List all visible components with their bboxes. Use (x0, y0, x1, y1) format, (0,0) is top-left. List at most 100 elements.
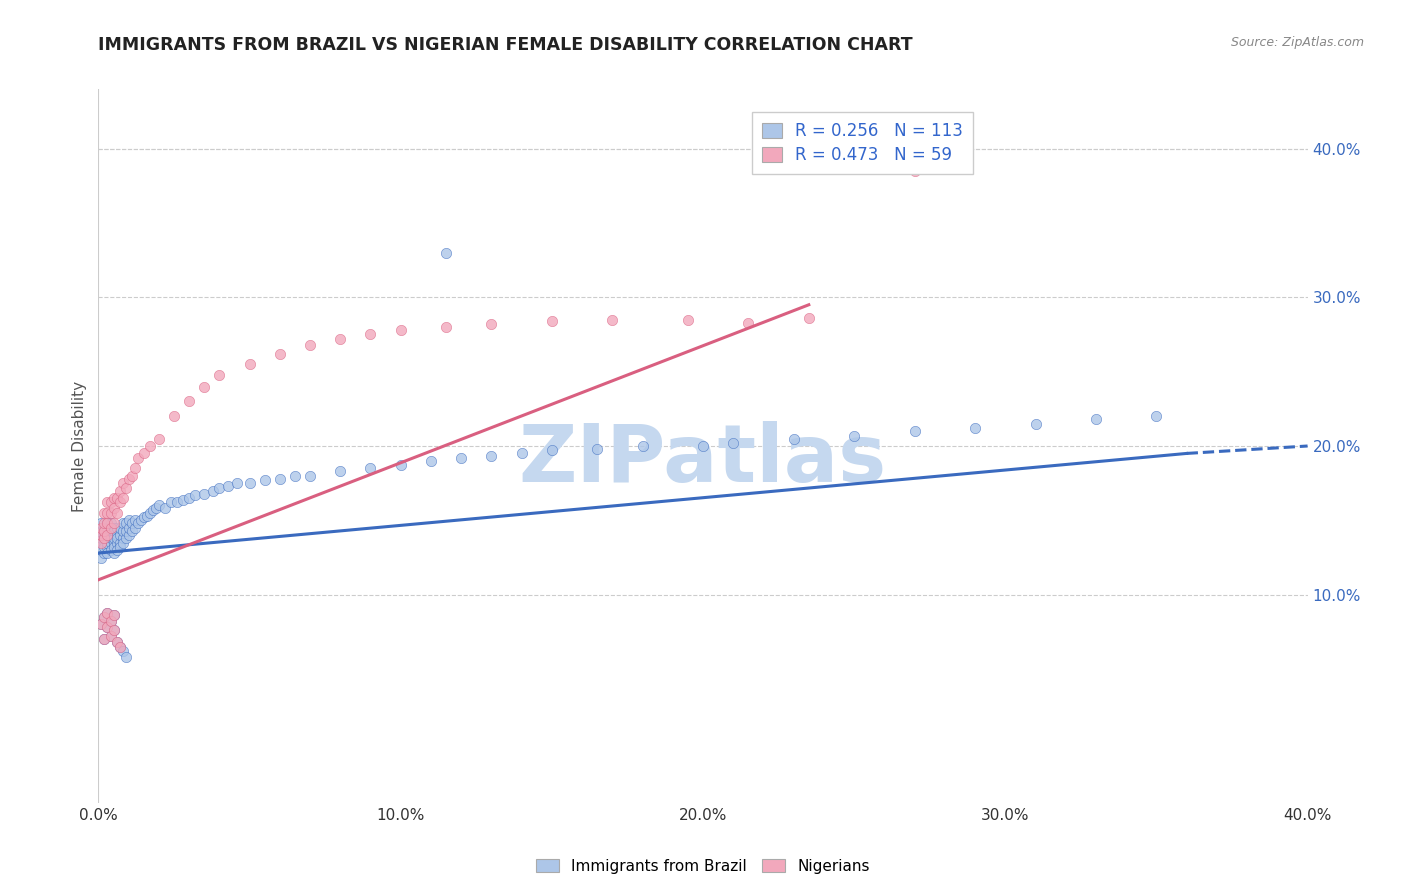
Point (100, 521, 122, 535)
Point (114, 650, 136, 665)
Point (179, 491, 201, 505)
Point (90, 521, 112, 535)
Point (329, 464, 352, 478)
Point (481, 450, 503, 464)
Point (93, 506, 115, 520)
Point (96, 528, 118, 542)
Point (783, 432, 806, 446)
Point (434, 320, 457, 334)
Point (100, 521, 122, 535)
Point (96, 606, 118, 620)
Point (132, 510, 155, 524)
Point (510, 446, 533, 460)
Text: ZIPatlas: ZIPatlas (519, 421, 887, 500)
Point (153, 501, 176, 516)
Point (96, 516, 118, 531)
Point (100, 543, 122, 558)
Point (90, 525, 112, 540)
Point (111, 524, 134, 538)
Point (90, 531, 112, 545)
Point (90, 535, 112, 549)
Point (389, 458, 412, 473)
Point (108, 640, 131, 654)
Point (124, 521, 146, 535)
Point (360, 327, 382, 342)
Point (105, 543, 128, 558)
Point (108, 483, 131, 498)
Point (284, 468, 307, 483)
Point (93, 531, 115, 545)
Point (121, 516, 143, 531)
Point (166, 495, 188, 509)
Point (148, 432, 170, 446)
Point (103, 546, 125, 560)
Point (124, 461, 146, 475)
Point (103, 524, 125, 538)
Point (737, 316, 759, 330)
Point (145, 501, 167, 516)
Point (108, 535, 131, 549)
Point (226, 476, 249, 491)
Point (100, 528, 122, 542)
Point (269, 472, 291, 486)
Text: Source: ZipAtlas.com: Source: ZipAtlas.com (1230, 36, 1364, 49)
Point (160, 495, 183, 509)
Point (103, 624, 125, 638)
Point (179, 394, 201, 409)
Point (96, 620, 118, 634)
Point (93, 546, 115, 560)
Point (114, 481, 136, 495)
Point (163, 409, 186, 424)
Point (1144, 409, 1167, 424)
Point (108, 521, 131, 535)
Point (100, 629, 122, 643)
Point (100, 615, 122, 629)
Point (100, 506, 122, 520)
Point (103, 608, 125, 623)
Point (100, 531, 122, 545)
Point (105, 635, 128, 649)
Point (676, 312, 699, 326)
Point (586, 442, 609, 456)
Point (127, 450, 149, 465)
Point (184, 488, 207, 502)
Point (103, 624, 125, 638)
Point (139, 506, 162, 520)
Point (269, 347, 291, 361)
Point (602, 312, 624, 326)
Point (193, 486, 215, 500)
Point (93, 524, 115, 538)
Point (844, 428, 866, 442)
Point (692, 439, 714, 453)
Point (96, 620, 118, 634)
Point (93, 516, 115, 531)
Point (217, 479, 239, 493)
Point (723, 436, 745, 450)
Point (90, 550, 112, 565)
Point (108, 540, 131, 554)
Point (208, 368, 231, 382)
Point (135, 508, 157, 523)
Point (93, 535, 115, 549)
Point (105, 531, 128, 545)
Point (1085, 412, 1108, 426)
Point (121, 468, 143, 483)
Point (193, 379, 215, 393)
Text: IMMIGRANTS FROM BRAZIL VS NIGERIAN FEMALE DISABILITY CORRELATION CHART: IMMIGRANTS FROM BRAZIL VS NIGERIAN FEMAL… (98, 36, 912, 54)
Point (93, 540, 115, 554)
Point (96, 540, 118, 554)
Point (105, 521, 128, 535)
Point (1024, 417, 1046, 431)
Point (139, 439, 162, 453)
Point (100, 629, 122, 643)
Point (253, 473, 276, 487)
Point (108, 528, 131, 542)
Point (93, 610, 115, 624)
Point (118, 472, 141, 486)
Point (105, 535, 128, 549)
Point (96, 528, 118, 542)
Point (93, 632, 115, 647)
Point (93, 632, 115, 647)
Point (631, 439, 654, 453)
Point (111, 531, 134, 545)
